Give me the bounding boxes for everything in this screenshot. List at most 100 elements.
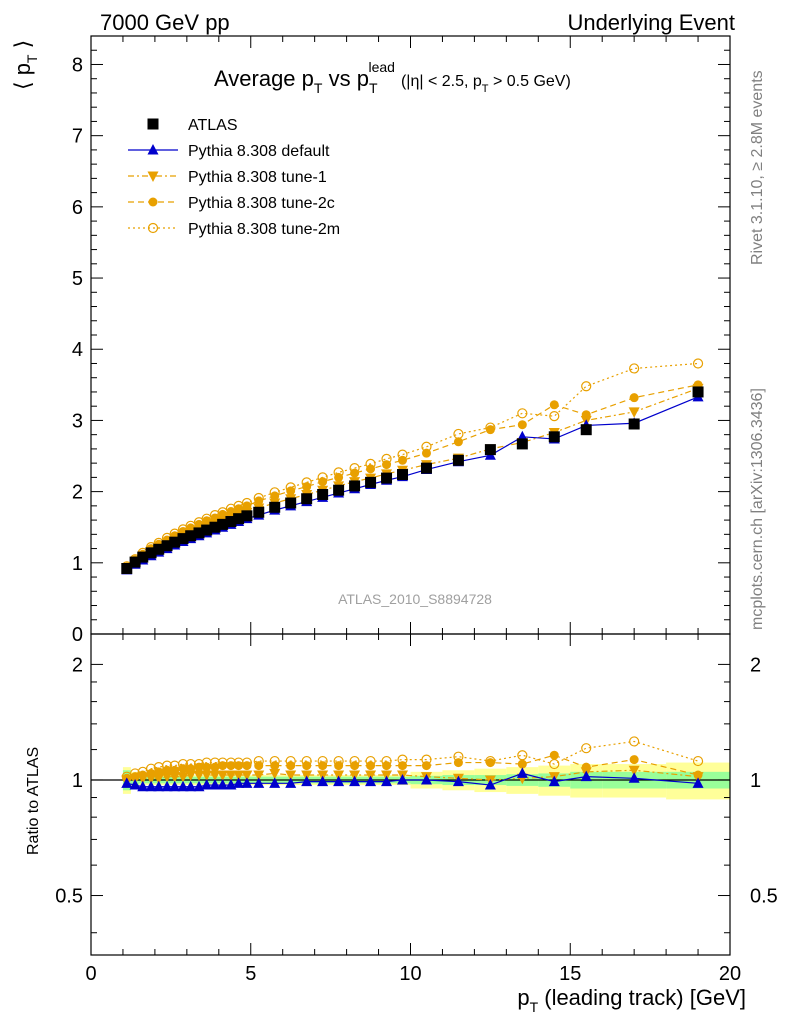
legend-marker — [148, 197, 158, 207]
y-tick-label: 5 — [72, 268, 83, 290]
ratio-point-default — [333, 775, 345, 787]
y-tick-label: 3 — [72, 410, 83, 432]
ratio-point-tune2c — [629, 755, 639, 765]
point-data — [201, 524, 213, 536]
ratio-point-default — [177, 780, 189, 792]
ratio-point-default — [349, 775, 361, 787]
point-tune2c — [286, 486, 296, 496]
ratio-point-default — [217, 779, 229, 790]
point-tune2c — [302, 482, 312, 492]
ratio-point-default — [129, 779, 141, 790]
ratio-point-tune2c — [334, 761, 344, 771]
point-tune2m — [453, 428, 464, 440]
ratio-point-default — [420, 773, 432, 785]
ratio-point-tune2c — [254, 761, 264, 771]
point-data — [137, 551, 149, 563]
y-tick-label: 0 — [72, 624, 83, 646]
ratio-point-tune1 — [145, 773, 157, 785]
ratio-point-tune1 — [161, 772, 173, 783]
legend-marker — [147, 222, 159, 234]
ratio-point-tune1 — [209, 770, 221, 782]
ratio-point-default — [253, 777, 265, 788]
legend-marker — [147, 171, 159, 182]
header-left: 7000 GeV pp — [100, 10, 230, 35]
point-tune2c — [517, 420, 527, 430]
legend-label: Pythia 8.308 tune-2c — [188, 195, 335, 212]
ratio-point-tune2c — [398, 761, 408, 771]
y-tick-label: 1 — [72, 553, 83, 575]
legend-item-tune2m: Pythia 8.308 tune-2m — [128, 221, 340, 238]
ratio-series-default — [121, 767, 704, 792]
ratio-point-tune2c — [302, 761, 312, 771]
legend: ATLAS Pythia 8.308 default Pythia 8.308 tu… — [128, 117, 340, 238]
ratio-point-default — [153, 780, 165, 792]
point-data — [177, 533, 189, 545]
point-data — [253, 506, 265, 518]
point-data — [145, 547, 157, 559]
x-tick-label: 0 — [85, 963, 96, 985]
series-default — [121, 390, 704, 575]
point-data — [452, 454, 464, 466]
ratio-line-default — [126, 772, 699, 788]
rivet-label: Rivet 3.1.10, ≥ 2.8M events — [749, 70, 766, 265]
ratio-point-tune2c — [210, 762, 220, 772]
ratio-point-tune2c — [202, 762, 212, 772]
ratio-y-tick-label-right: 1 — [750, 770, 761, 792]
legend-label: Pythia 8.308 tune-2m — [188, 221, 340, 238]
series-line-tune1 — [126, 387, 699, 569]
ratio-y-tick-label-right: 0.5 — [750, 886, 778, 908]
point-data — [548, 431, 560, 443]
point-data — [129, 556, 141, 568]
point-tune2c — [254, 496, 264, 506]
ratio-point-default — [269, 777, 281, 788]
ratio-point-tune2c — [318, 761, 328, 771]
point-tune2c — [382, 460, 392, 470]
point-tune2m — [692, 358, 704, 369]
point-tune2c — [398, 455, 408, 465]
point-data — [692, 386, 704, 398]
legend-item-tune2c: Pythia 8.308 tune-2c — [128, 195, 335, 212]
point-data — [121, 563, 133, 575]
ratio-point-tune2c — [485, 758, 495, 768]
point-data — [169, 536, 181, 548]
point-data — [153, 543, 165, 555]
ratio-point-default — [169, 780, 181, 792]
ratio-point-tune1 — [285, 770, 297, 782]
ratio-point-default — [580, 770, 592, 782]
ratio-point-tune1 — [185, 770, 197, 782]
ratio-point-default — [301, 775, 313, 787]
legend-label: Pythia 8.308 default — [188, 143, 330, 160]
point-data — [209, 521, 221, 533]
ratio-point-tune2c — [366, 761, 376, 771]
ratio-point-default — [161, 780, 173, 792]
ratio-point-tune1 — [217, 770, 229, 782]
ratio-point-tune1 — [269, 768, 281, 780]
legend-label: ATLAS — [188, 117, 238, 134]
ratio-point-tune2c — [226, 761, 236, 771]
point-data — [349, 480, 361, 492]
y-axis-label-main: ⟨ pT ⟩ — [10, 40, 40, 90]
point-tune2c — [366, 464, 376, 474]
ratio-point-tune2c — [286, 761, 296, 771]
ratio-point-tune2c — [453, 758, 463, 768]
point-data — [317, 488, 329, 500]
point-data — [516, 438, 528, 450]
point-tune2c — [549, 400, 559, 410]
point-data — [161, 540, 173, 552]
point-tune2c — [485, 425, 495, 435]
ratio-point-tune1 — [193, 770, 205, 782]
point-tune2c — [350, 468, 360, 478]
ratio-point-tune1 — [153, 773, 165, 785]
x-tick-label: 20 — [719, 963, 741, 985]
y-tick-label: 8 — [72, 54, 83, 76]
series-tune2c — [122, 380, 703, 572]
legend-marker — [147, 118, 159, 130]
point-tune2m — [549, 411, 560, 422]
series-data — [121, 386, 704, 575]
ratio-point-tune2c — [234, 761, 244, 771]
legend-label: Pythia 8.308 tune-1 — [188, 169, 327, 186]
ratio-point-tune1 — [201, 770, 213, 782]
point-tune2c — [629, 393, 639, 403]
ratio-point-default — [484, 779, 496, 790]
ratio-point-tune2c — [178, 764, 188, 774]
